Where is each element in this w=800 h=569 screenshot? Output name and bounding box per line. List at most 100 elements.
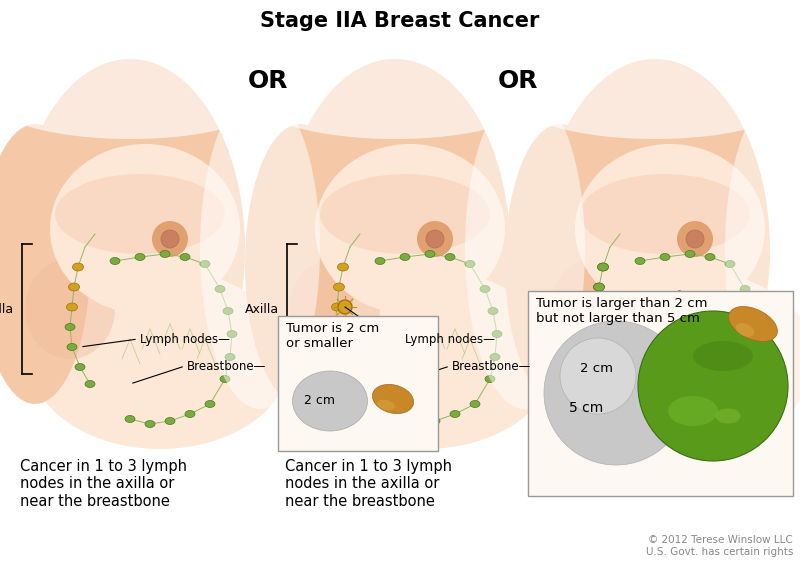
Ellipse shape [340,364,350,370]
Circle shape [417,221,453,257]
Ellipse shape [332,344,342,351]
Circle shape [161,230,179,248]
Ellipse shape [750,353,760,361]
Text: OR: OR [248,69,289,93]
Text: Breastbone—: Breastbone— [452,360,531,373]
Ellipse shape [598,263,609,271]
Ellipse shape [255,59,535,139]
Ellipse shape [410,420,420,427]
Circle shape [338,300,352,314]
Ellipse shape [330,324,340,331]
Ellipse shape [50,144,240,314]
Ellipse shape [668,396,718,426]
Ellipse shape [752,331,762,337]
Ellipse shape [160,250,170,258]
Ellipse shape [748,307,758,315]
Ellipse shape [320,174,490,254]
Ellipse shape [85,381,95,387]
Ellipse shape [591,303,602,311]
Text: Tumor is larger than 2 cm
but not larger than 5 cm: Tumor is larger than 2 cm but not larger… [536,297,707,325]
Ellipse shape [372,385,414,414]
Ellipse shape [590,324,600,331]
Ellipse shape [331,303,342,311]
Ellipse shape [488,307,498,315]
Ellipse shape [66,303,78,311]
Text: Stage IIA Breast Cancer: Stage IIA Breast Cancer [260,11,540,31]
Circle shape [677,221,713,257]
Ellipse shape [334,283,345,291]
Ellipse shape [445,254,455,261]
Ellipse shape [227,331,237,337]
Ellipse shape [223,307,233,315]
Ellipse shape [55,174,225,254]
Ellipse shape [338,263,349,271]
Ellipse shape [685,250,695,258]
Ellipse shape [185,410,195,418]
Ellipse shape [575,144,765,314]
Ellipse shape [670,420,680,427]
Ellipse shape [350,381,360,387]
Ellipse shape [594,283,605,291]
Text: Axilla: Axilla [0,303,14,315]
Ellipse shape [480,286,490,292]
Ellipse shape [715,409,741,423]
Ellipse shape [540,59,770,439]
Circle shape [426,230,444,248]
FancyBboxPatch shape [278,316,438,451]
Ellipse shape [450,410,460,418]
Ellipse shape [592,344,602,351]
Text: Breastbone—: Breastbone— [187,360,266,373]
Ellipse shape [220,376,230,382]
Circle shape [560,338,636,414]
Ellipse shape [110,258,120,265]
FancyBboxPatch shape [528,291,793,496]
Ellipse shape [600,364,610,370]
Ellipse shape [145,420,155,427]
Ellipse shape [378,399,394,410]
Text: © 2012 Terese Winslow LLC
U.S. Govt. has certain rights: © 2012 Terese Winslow LLC U.S. Govt. has… [646,535,793,557]
Ellipse shape [125,415,135,423]
Ellipse shape [25,259,115,359]
Ellipse shape [594,283,605,291]
Ellipse shape [295,269,555,449]
Ellipse shape [635,258,645,265]
Circle shape [598,300,612,314]
Ellipse shape [729,307,778,341]
Ellipse shape [430,418,440,424]
Ellipse shape [485,376,495,382]
Ellipse shape [730,401,740,407]
Ellipse shape [725,89,800,409]
Ellipse shape [205,401,215,407]
Ellipse shape [490,353,500,361]
Ellipse shape [0,59,270,139]
Circle shape [638,311,788,461]
Ellipse shape [610,381,620,387]
Circle shape [686,230,704,248]
Ellipse shape [735,323,754,337]
Ellipse shape [375,258,385,265]
Ellipse shape [290,259,380,359]
Ellipse shape [650,415,660,423]
Ellipse shape [598,263,609,271]
Ellipse shape [400,254,410,261]
Ellipse shape [73,263,83,271]
Text: Lymph nodes—: Lymph nodes— [405,332,495,345]
Ellipse shape [315,144,505,314]
Ellipse shape [725,261,735,267]
Circle shape [544,321,688,465]
Ellipse shape [180,254,190,261]
Ellipse shape [550,259,640,359]
Ellipse shape [690,418,700,424]
Text: Cancer in 1 to 3 lymph
nodes in the axilla or
near the breastbone: Cancer in 1 to 3 lymph nodes in the axil… [20,459,187,509]
Text: Axilla: Axilla [245,303,279,315]
Ellipse shape [693,341,753,371]
Text: Cancer in 1 to 3 lymph
nodes in the axilla or
near the breastbone: Cancer in 1 to 3 lymph nodes in the axil… [285,459,452,509]
Ellipse shape [555,269,800,449]
Ellipse shape [710,410,720,418]
Ellipse shape [165,418,175,424]
Text: 2 cm: 2 cm [579,361,613,374]
Text: Lymph nodes—: Lymph nodes— [140,332,230,345]
Ellipse shape [505,124,615,404]
Ellipse shape [492,331,502,337]
Text: OR: OR [498,69,538,93]
